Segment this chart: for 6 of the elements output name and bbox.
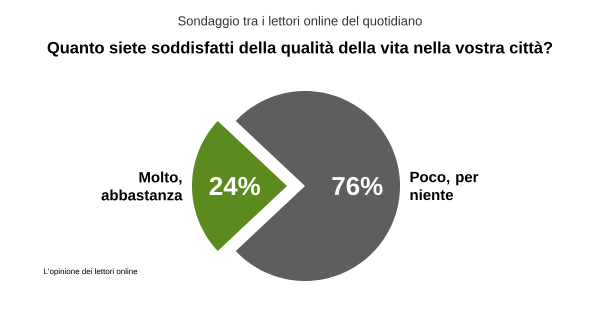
chart-title: Quanto siete soddisfatti della qualità della vita nella vostra città? bbox=[48, 41, 552, 57]
slice-label: Poco, per niente bbox=[410, 172, 478, 200]
data-label: 76% bbox=[332, 176, 382, 196]
data-label: 24% bbox=[210, 176, 260, 196]
chart-subtitle: Sondaggio tra i lettori online del quotidiano bbox=[178, 16, 422, 28]
slice-label: Molto, abbastanza bbox=[102, 172, 183, 200]
